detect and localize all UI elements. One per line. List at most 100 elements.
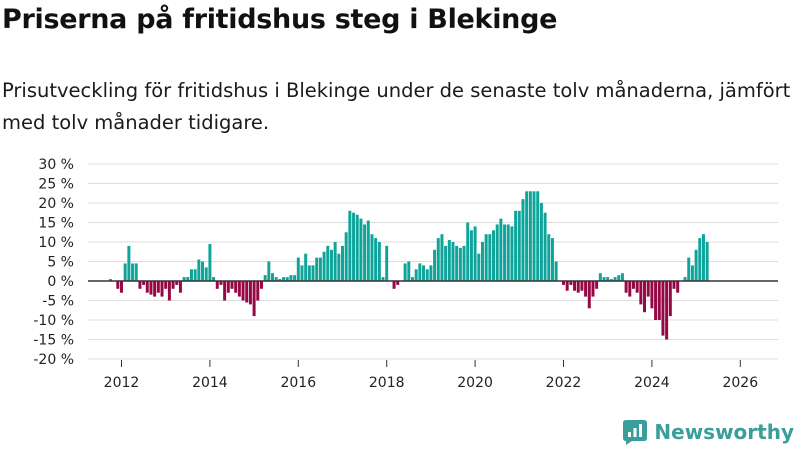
bar xyxy=(584,281,588,297)
bar xyxy=(569,281,573,285)
bar xyxy=(550,238,554,281)
bar xyxy=(123,263,127,281)
y-tick-label: 15 % xyxy=(38,216,74,232)
bar xyxy=(282,277,286,281)
bar xyxy=(145,281,149,293)
bar xyxy=(543,212,547,281)
bar xyxy=(521,199,525,281)
gridlines xyxy=(88,163,778,360)
bar xyxy=(639,281,643,305)
annotation-label: 10 % xyxy=(722,0,758,4)
bar xyxy=(635,281,639,293)
x-tick-label: 2018 xyxy=(369,375,405,391)
bar xyxy=(657,281,661,320)
bar xyxy=(108,279,112,281)
bar xyxy=(591,281,595,297)
y-tick-label: -20 % xyxy=(33,352,74,368)
bar xyxy=(628,281,632,297)
y-tick-label: -15 % xyxy=(33,333,74,349)
bar xyxy=(469,230,473,281)
chart-subtitle: Prisutveckling för fritidshus i Blekinge… xyxy=(2,79,791,134)
bar xyxy=(565,281,569,291)
bar xyxy=(624,281,628,293)
bar xyxy=(440,234,444,281)
bar xyxy=(278,279,282,281)
bar xyxy=(539,203,543,281)
bar xyxy=(676,281,680,293)
bar xyxy=(326,245,330,281)
bar xyxy=(536,191,540,281)
bar xyxy=(650,281,654,309)
bar xyxy=(631,281,635,289)
bar xyxy=(355,214,359,281)
x-tick-label: 2020 xyxy=(457,375,493,391)
bar xyxy=(525,191,529,281)
bar xyxy=(687,257,691,281)
bar xyxy=(374,238,378,281)
bar xyxy=(219,281,223,285)
bar xyxy=(473,226,477,281)
bar xyxy=(156,281,160,293)
bar xyxy=(178,281,182,293)
bar xyxy=(337,253,341,281)
bar xyxy=(410,277,414,281)
bar xyxy=(554,261,558,281)
bar xyxy=(234,281,238,293)
chart-title: Priserna på fritidshus steg i Blekinge xyxy=(2,4,558,35)
bar xyxy=(665,281,669,340)
y-tick-label: 25 % xyxy=(38,177,74,193)
bar xyxy=(506,224,510,281)
bar xyxy=(311,265,315,281)
bar xyxy=(503,224,507,281)
bar xyxy=(495,224,499,281)
bar xyxy=(142,281,146,285)
bar xyxy=(672,281,676,289)
bar xyxy=(573,281,577,291)
y-tick-label: 20 % xyxy=(38,196,74,212)
bar xyxy=(429,265,433,281)
bar xyxy=(366,220,370,281)
bar xyxy=(488,234,492,281)
bar xyxy=(245,281,249,303)
bar xyxy=(171,281,175,289)
bar xyxy=(492,230,496,281)
bar xyxy=(304,253,308,281)
bar xyxy=(149,281,153,295)
bar xyxy=(289,275,293,281)
bar xyxy=(333,242,337,281)
bar xyxy=(517,210,521,281)
newsworthy-logo-icon xyxy=(623,420,648,445)
bar xyxy=(598,273,602,281)
bar xyxy=(248,281,252,305)
bar xyxy=(322,251,326,281)
x-tick-label: 2016 xyxy=(280,375,316,391)
bar xyxy=(175,281,179,285)
bar xyxy=(341,245,344,281)
bar xyxy=(510,226,514,281)
bar xyxy=(182,277,186,281)
bar xyxy=(418,263,422,281)
bar xyxy=(422,265,426,281)
bar xyxy=(256,281,260,301)
bar xyxy=(433,249,437,281)
bar xyxy=(661,281,665,336)
bar xyxy=(458,247,462,281)
bar xyxy=(164,281,168,289)
bar xyxy=(377,242,381,281)
bar xyxy=(263,275,267,281)
bar xyxy=(705,242,709,281)
bar xyxy=(293,275,297,281)
bar xyxy=(396,281,400,285)
bar xyxy=(237,281,241,297)
bar xyxy=(617,275,621,281)
bar xyxy=(514,210,518,281)
bar xyxy=(701,234,705,281)
x-tick-label: 2014 xyxy=(192,375,228,391)
bar xyxy=(444,245,448,281)
bar xyxy=(252,281,256,317)
bar xyxy=(318,257,322,281)
bar xyxy=(296,257,300,281)
bar xyxy=(230,281,234,289)
bar xyxy=(532,191,536,281)
y-tick-label: 0 % xyxy=(47,274,74,290)
